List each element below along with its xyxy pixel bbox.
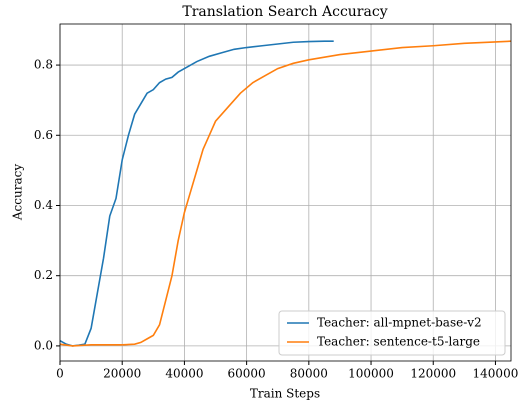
y-tick-label: 0.6	[34, 128, 53, 142]
line	[59, 40, 512, 347]
chart-title: Translation Search Accuracy	[182, 4, 387, 20]
plot-frame	[59, 23, 512, 362]
legend: Teacher: all-mpnet-base-v2 Teacher: sente…	[278, 310, 506, 356]
legend-label: Teacher: all-mpnet-base-v2	[317, 316, 482, 330]
y-tick-label: 0.8	[34, 58, 53, 72]
legend-box	[278, 310, 506, 356]
x-tick-label: 0	[56, 367, 64, 381]
x-tick-label: 100000	[348, 367, 394, 381]
x-tick-label: 60000	[228, 367, 266, 381]
legend-label: Teacher: sentence-t5-large	[317, 335, 480, 349]
x-tick-label: 120000	[410, 367, 456, 381]
x-tick-label: 140000	[473, 367, 519, 381]
x-tick-label: 20000	[103, 367, 141, 381]
x-axis-label: Train Steps	[250, 387, 320, 401]
x-tick-label: 40000	[165, 367, 203, 381]
y-axis-label: Accuracy	[11, 164, 25, 221]
y-tick-label: 0.2	[34, 268, 53, 282]
line	[59, 40, 334, 347]
y-tick-label: 0.4	[34, 198, 53, 212]
x-tick-label: 80000	[290, 367, 328, 381]
y-tick-label: 0.0	[34, 338, 53, 352]
